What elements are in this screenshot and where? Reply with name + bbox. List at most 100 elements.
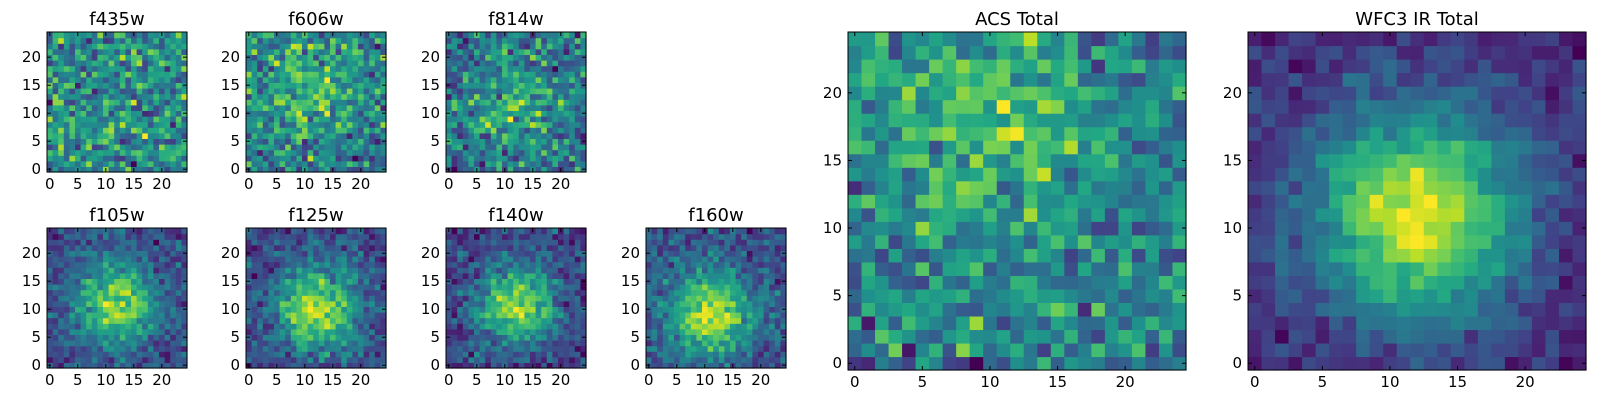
heatmap-cell	[125, 340, 132, 347]
heatmap-cell	[75, 244, 82, 251]
heatmap-cell	[274, 323, 281, 330]
heatmap-cell	[580, 272, 587, 279]
heatmap-cell	[915, 153, 930, 168]
heatmap-cell	[147, 104, 154, 111]
heatmap-cell	[563, 132, 570, 139]
heatmap-cell	[502, 278, 509, 285]
heatmap-cell	[170, 233, 177, 240]
x-tick-label: 15	[523, 175, 542, 193]
heatmap-cell	[290, 43, 297, 50]
heatmap-cell	[774, 323, 781, 330]
heatmap-cell	[69, 228, 76, 235]
heatmap-cell	[535, 99, 542, 106]
heatmap-cell	[462, 37, 469, 44]
heatmap-cell	[1145, 342, 1160, 358]
heatmap-cell	[780, 300, 787, 307]
heatmap-cell	[861, 221, 876, 236]
heatmap-cell	[546, 93, 553, 100]
heatmap-cell	[164, 54, 171, 61]
heatmap-cell	[369, 37, 376, 44]
heatmap-cell	[1104, 275, 1119, 290]
heatmap-cell	[358, 48, 365, 55]
heatmap-cell	[1023, 180, 1038, 195]
heatmap-cell	[457, 32, 464, 39]
heatmap-cell	[507, 278, 514, 285]
heatmap-cell	[535, 267, 542, 274]
heatmap-cell	[724, 351, 731, 358]
heatmap-cell	[97, 138, 104, 145]
heatmap-cell	[983, 221, 998, 236]
heatmap-cell	[718, 250, 725, 257]
heatmap-cell	[136, 76, 143, 83]
heatmap-cell	[479, 345, 486, 352]
x-tick-label: 15	[323, 175, 342, 193]
heatmap-cell	[518, 356, 525, 363]
heatmap-cell	[103, 138, 110, 145]
heatmap-cell	[758, 334, 765, 341]
heatmap-cell	[518, 138, 525, 145]
heatmap-cell	[502, 328, 509, 335]
heatmap-cell	[696, 295, 703, 302]
heatmap-cell	[518, 48, 525, 55]
heatmap-cell	[91, 356, 98, 363]
heatmap-cell	[713, 362, 720, 369]
heatmap-cell	[1050, 167, 1065, 182]
heatmap-cell	[341, 356, 348, 363]
heatmap-cell	[363, 32, 370, 39]
heatmap-cell	[302, 244, 309, 251]
heatmap-cell	[479, 284, 486, 291]
heatmap-cell	[274, 295, 281, 302]
heatmap-cell	[707, 267, 714, 274]
heatmap-cell	[569, 362, 576, 369]
heatmap-cell	[69, 43, 76, 50]
heatmap-cell	[380, 312, 387, 319]
heatmap-cell	[313, 160, 320, 167]
heatmap-cell	[246, 60, 253, 67]
heatmap-cell	[457, 60, 464, 67]
heatmap-cell	[774, 244, 781, 251]
heatmap-cell	[507, 306, 514, 313]
heatmap-cell	[662, 272, 669, 279]
heatmap-cell	[374, 104, 381, 111]
heatmap-cell	[374, 228, 381, 235]
heatmap-cell	[268, 250, 275, 257]
heatmap-cell	[363, 88, 370, 95]
heatmap-cell	[662, 317, 669, 324]
heatmap-cell	[153, 149, 160, 156]
heatmap-cell	[58, 267, 65, 274]
heatmap-cell	[335, 295, 342, 302]
heatmap-cell	[318, 256, 325, 263]
heatmap-cell	[75, 312, 82, 319]
heatmap-cell	[262, 82, 269, 89]
heatmap-cell	[541, 144, 548, 151]
heatmap-cell	[324, 300, 331, 307]
heatmap-cell	[86, 65, 93, 72]
heatmap-cell	[119, 239, 126, 246]
heatmap-cell	[956, 342, 971, 358]
heatmap-cell	[546, 155, 553, 162]
heatmap-cell	[474, 356, 481, 363]
heatmap-cell	[307, 323, 314, 330]
heatmap-cell	[330, 250, 337, 257]
heatmap-cell	[181, 295, 188, 302]
heatmap-cell	[558, 127, 565, 134]
heatmap-cell	[164, 312, 171, 319]
heatmap-cell	[257, 272, 264, 279]
heatmap-cell	[341, 295, 348, 302]
heatmap-cell	[474, 351, 481, 358]
heatmap-cell	[181, 48, 188, 55]
heatmap-cell	[580, 244, 587, 251]
heatmap-cell	[462, 228, 469, 235]
heatmap-cell	[474, 121, 481, 128]
heatmap-cell	[147, 32, 154, 39]
heatmap-cell	[546, 37, 553, 44]
heatmap-cell	[170, 48, 177, 55]
heatmap-cell	[302, 132, 309, 139]
heatmap-cell	[125, 54, 132, 61]
heatmap-cell	[574, 121, 581, 128]
heatmap-cell	[131, 312, 138, 319]
heatmap-cell	[380, 99, 387, 106]
heatmap-cell	[457, 65, 464, 72]
heatmap-cell	[136, 278, 143, 285]
heatmap-cell	[262, 138, 269, 145]
